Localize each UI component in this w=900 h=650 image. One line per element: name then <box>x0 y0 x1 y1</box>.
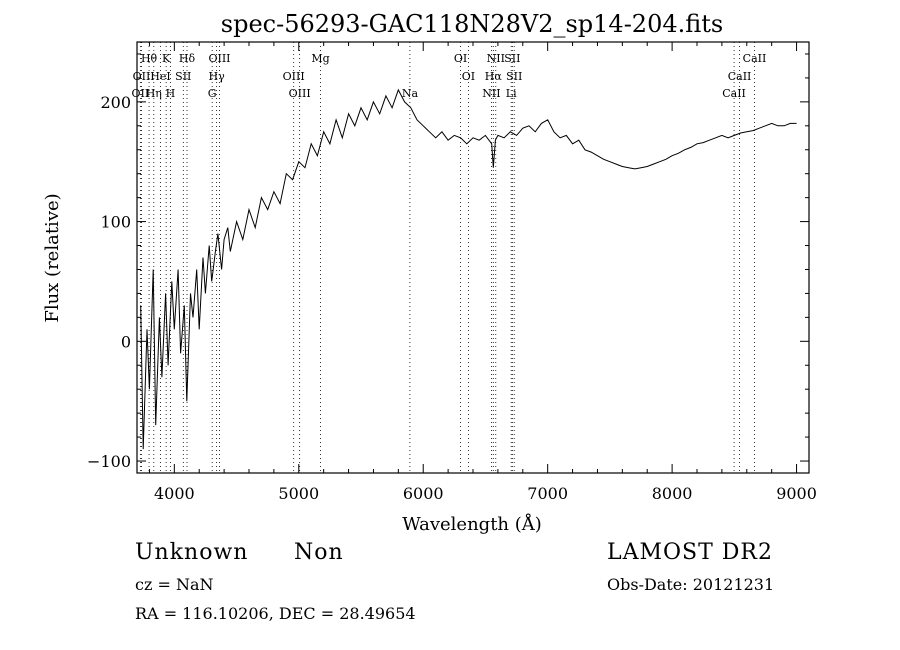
x-tick-label-2: 6000 <box>403 484 444 503</box>
plot-frame <box>136 41 810 474</box>
line-label-20: NII <box>487 52 505 65</box>
survey-label: LAMOST DR2 <box>607 540 773 565</box>
x-tick-label-3: 7000 <box>527 484 568 503</box>
y-tick-label-1: 0 <box>121 332 131 351</box>
line-label-9: Hγ <box>209 70 226 83</box>
line-label-21: Li <box>506 87 517 100</box>
x-tick-label-5: 9000 <box>776 484 817 503</box>
spectral-line-markers <box>139 42 755 473</box>
flux-series <box>140 88 797 450</box>
class-label: Unknown <box>135 540 249 565</box>
line-label-23: SII <box>506 70 522 83</box>
y-tick-label-2: 100 <box>100 213 131 232</box>
line-label-2: Hθ <box>141 52 158 65</box>
line-label-12: OIII <box>283 70 305 83</box>
x-tick-label-4: 8000 <box>652 484 693 503</box>
line-label-4: HeI <box>150 70 170 83</box>
line-label-8: Hδ <box>179 52 196 65</box>
plot-area-border <box>136 41 810 474</box>
line-label-16: OI <box>454 52 467 65</box>
chart-title: spec-56293-GAC118N28V2_sp14-204.fits <box>221 10 723 38</box>
line-label-25: CaII <box>728 70 752 83</box>
line-label-13: OIII <box>289 87 311 100</box>
x-axis-label: Wavelength (Å) <box>402 513 542 535</box>
line-label-7: SII <box>175 70 191 83</box>
line-label-11: OIII <box>208 52 230 65</box>
line-label-15: Na <box>402 87 419 100</box>
line-label-26: CaII <box>743 52 767 65</box>
line-label-1: OII <box>133 70 151 83</box>
line-label-10: G <box>208 87 217 100</box>
cz-label: cz = NaN <box>135 575 214 594</box>
y-tick-label-3: 200 <box>100 93 131 112</box>
line-label-24: CaII <box>722 87 746 100</box>
y-axis-label: Flux (relative) <box>42 193 63 322</box>
line-label-3: Hη <box>146 87 162 100</box>
line-label-18: NII <box>482 87 500 100</box>
line-label-17: OI <box>462 70 475 83</box>
line-label-0: OII <box>132 87 150 100</box>
line-label-19: Hα <box>485 70 503 83</box>
line-label-5: K <box>162 52 171 65</box>
y-tick-label-0: −100 <box>87 452 131 471</box>
x-axis-ticks: 4000 5000 6000 7000 8000 9000 <box>148 42 817 503</box>
x-tick-label-0: 4000 <box>154 484 195 503</box>
subclass-label: Non <box>294 540 344 565</box>
flux-line <box>140 88 797 450</box>
y-axis-ticks: −100 0 100 200 <box>87 53 809 471</box>
obsdate-label: Obs-Date: 20121231 <box>607 575 775 594</box>
x-tick-label-1: 5000 <box>278 484 319 503</box>
line-label-14: Mg <box>311 52 329 65</box>
line-label-22: SII <box>504 52 520 65</box>
line-label-6: H <box>166 87 176 100</box>
radec-label: RA = 116.10206, DEC = 28.49654 <box>135 604 416 623</box>
spectral-line-labels: OII OII Hθ Hη HeI K H SII Hδ Hγ G OIII OIII OIII Mg Na O… <box>132 52 767 100</box>
